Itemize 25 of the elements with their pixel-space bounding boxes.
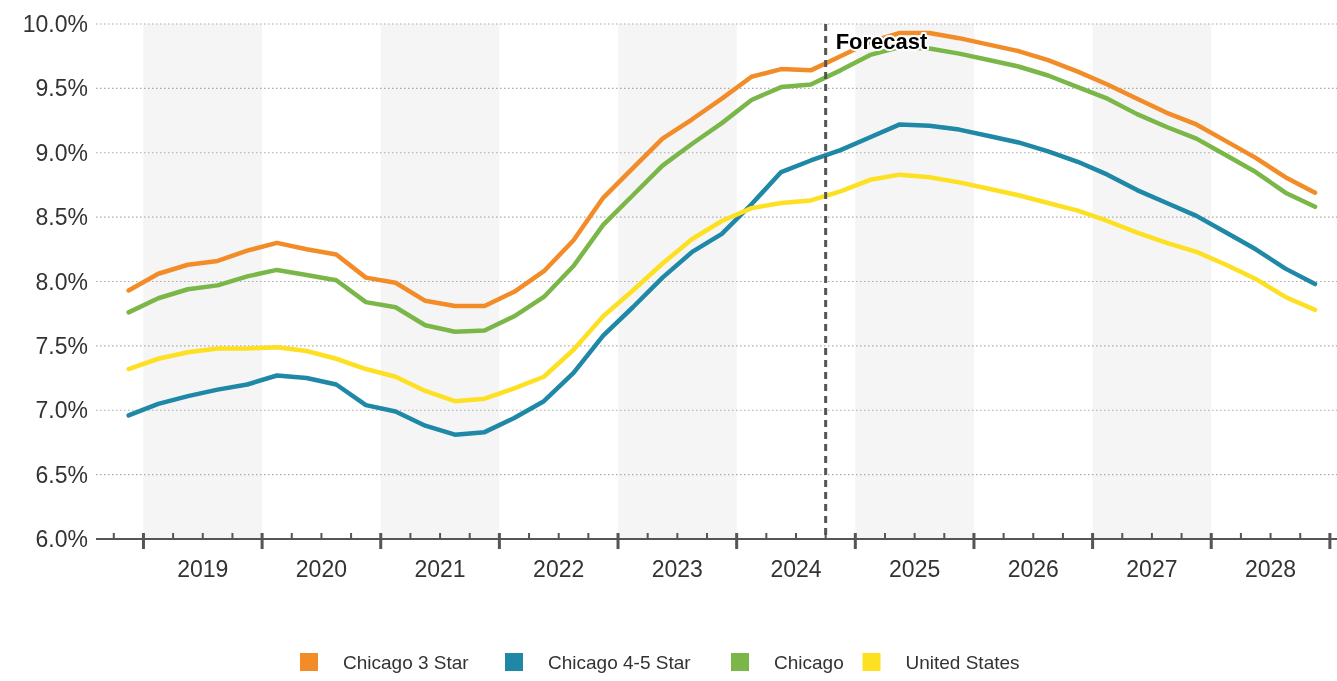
x-tick-label: 2019 [177,556,229,582]
x-tick-label: 2020 [295,556,348,582]
y-tick-label: 7.5% [35,332,88,359]
line-series [126,172,1318,404]
y-tick-label: 8.5% [35,204,88,231]
x-tick-label: 2022 [533,556,585,582]
x-tick-label: 2023 [651,556,703,582]
x-tick-label: 2024 [770,556,822,582]
y-tick-label: 9.5% [35,75,88,102]
x-tick-label: 2021 [414,556,466,582]
legend-label: Chicago 3 Star [343,652,470,673]
y-tick-label: 6.5% [35,461,88,488]
x-tick-label: 2026 [1007,556,1059,582]
y-tick-label: 7.0% [35,397,88,424]
y-tick-label: 9.0% [35,139,88,166]
x-tick-label: 2025 [889,556,941,582]
x-tick-label: 2027 [1126,556,1178,582]
line-series [126,122,1318,437]
legend-label: United States [905,652,1020,673]
x-tick-label: 2028 [1244,556,1297,582]
legend-label: Chicago [774,652,844,673]
legend-label: Chicago 4-5 Star [548,652,692,673]
y-tick-label: 6.0% [35,526,88,553]
y-tick-label: 10.0% [22,11,88,38]
y-tick-label: 8.0% [35,268,88,295]
